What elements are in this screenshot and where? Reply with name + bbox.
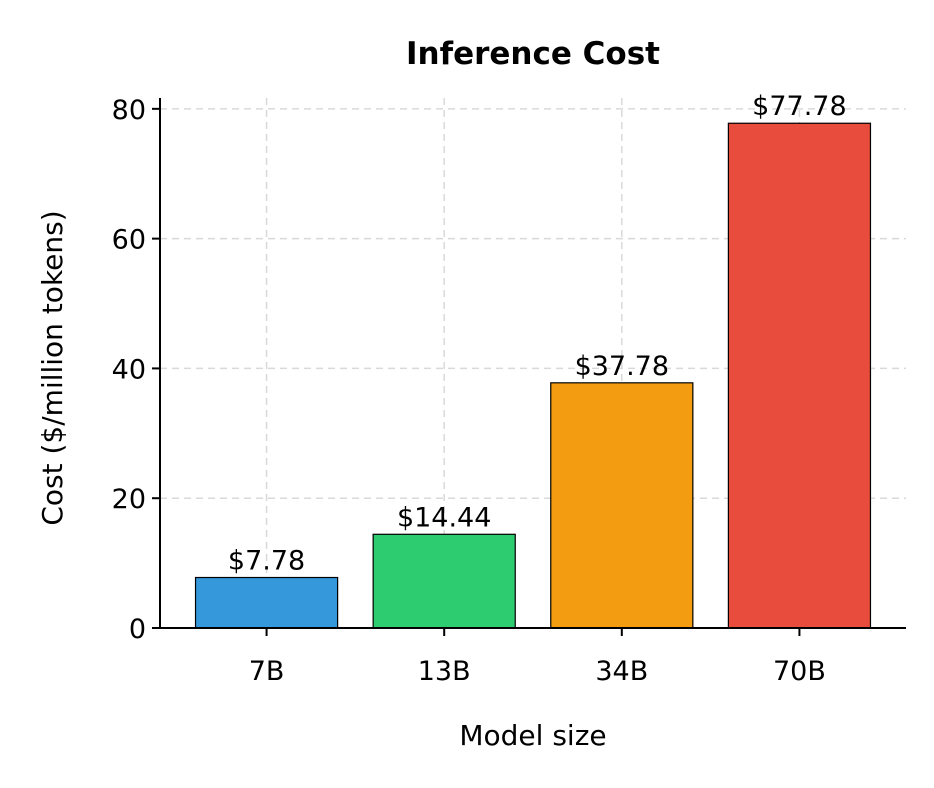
y-tick-label: 60 xyxy=(112,225,146,256)
x-tick-label: 34B xyxy=(595,656,648,687)
data-label: $7.78 xyxy=(228,546,305,577)
x-axis-label: Model size xyxy=(459,719,606,752)
y-tick-label: 40 xyxy=(112,354,146,385)
x-tick-label: 13B xyxy=(418,656,471,687)
x-tick-label: 7B xyxy=(249,656,285,687)
y-axis-label: Cost ($/million tokens) xyxy=(36,210,69,525)
y-tick-label: 80 xyxy=(112,95,146,126)
y-tick-label: 20 xyxy=(112,484,146,515)
data-labels: $7.78 $14.44 $37.78 $77.78 xyxy=(228,91,847,576)
bars xyxy=(194,122,872,629)
bar-70B xyxy=(727,122,872,629)
y-tick-label: 0 xyxy=(129,614,146,645)
bar-13B xyxy=(372,533,516,629)
x-tick-label: 70B xyxy=(773,656,826,687)
bar-7B xyxy=(194,576,339,629)
data-label: $14.44 xyxy=(397,502,491,533)
axes: 0 20 40 60 80 7B 13B 34B 70B xyxy=(112,95,906,687)
chart-title: Inference Cost xyxy=(406,36,660,72)
data-label: $37.78 xyxy=(575,351,669,382)
data-label: $77.78 xyxy=(752,91,846,122)
bar-34B xyxy=(550,382,694,629)
